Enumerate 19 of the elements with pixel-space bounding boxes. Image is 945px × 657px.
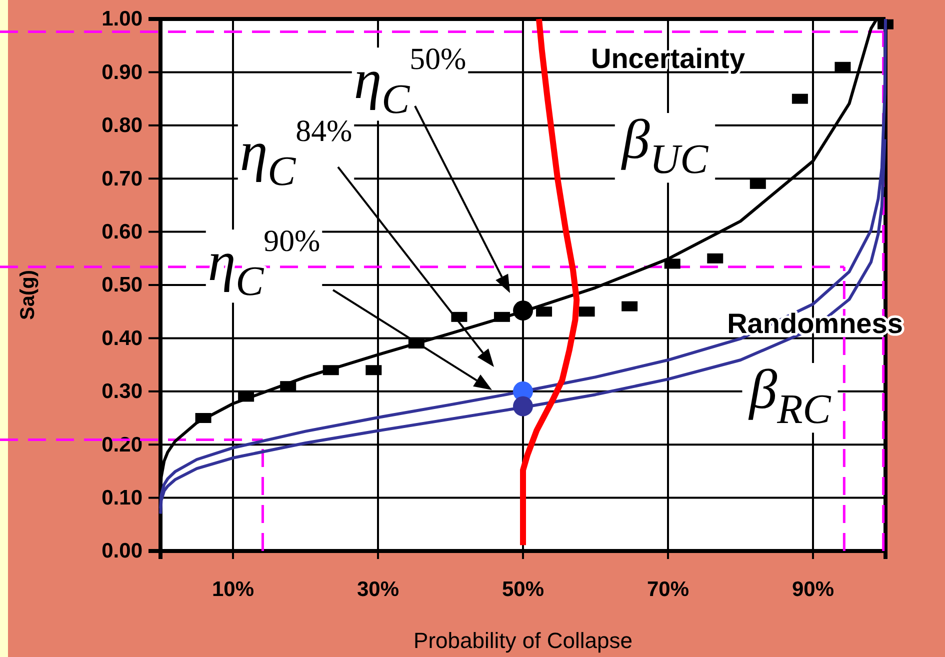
y-tick-label: 0.80 [102,114,142,138]
annotation: β$_{RC}$ [748,359,832,433]
x-tick-label: 70% [646,578,690,601]
y-tick-label: 0.90 [102,60,142,84]
x-tick-label: 10% [212,578,254,601]
y-axis-title: Sa(g) [17,270,39,320]
y-tick-label: 1.00 [102,8,142,31]
x-axis-title: Probability of Collapse [414,628,632,653]
y-tick-label: 0.40 [102,326,142,350]
y-tick-label: 0.60 [102,220,142,244]
x-tick-label: 50% [502,578,544,601]
y-tick-label: 0.50 [102,274,142,297]
y-tick-label: 0.30 [102,380,142,404]
x-tick-label: 30% [356,578,400,601]
y-tick-label: 0.70 [102,167,142,190]
annotation: β$_{UC}$ [620,109,710,183]
x-tick-label: 90% [792,578,834,601]
y-tick-label: 0.10 [102,486,142,510]
y-tick-label: 0.00 [102,540,142,563]
